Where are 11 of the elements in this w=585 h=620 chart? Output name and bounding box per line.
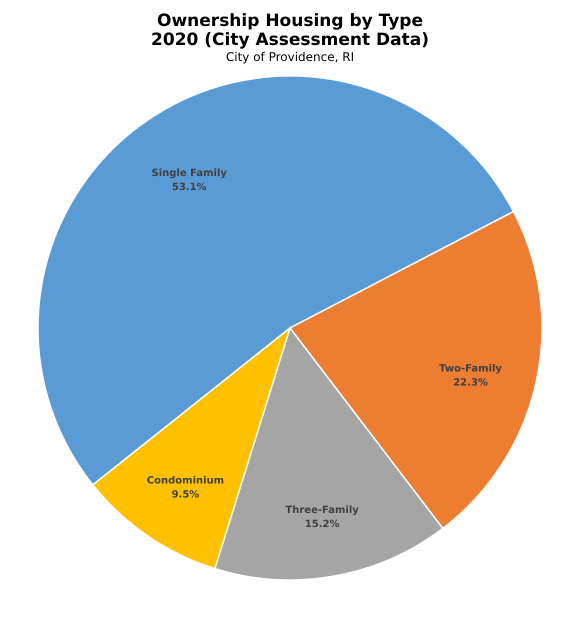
data-label: 15.2% [304,519,340,530]
data-label: 9.5% [172,490,200,501]
data-label: 22.3% [453,377,488,388]
slice-label: Three-Family [285,505,360,516]
text: 2020 (City Assessment Data) [151,30,429,50]
slice-label: Single Family [152,168,228,179]
text: Ownership Housing by Type [157,11,423,31]
slice-label: Condominium [146,476,224,487]
slice-label: Two-Family [439,363,502,374]
data-label: 53.1% [172,182,207,193]
chart-subtitle: City of Providence, RI [226,50,354,64]
